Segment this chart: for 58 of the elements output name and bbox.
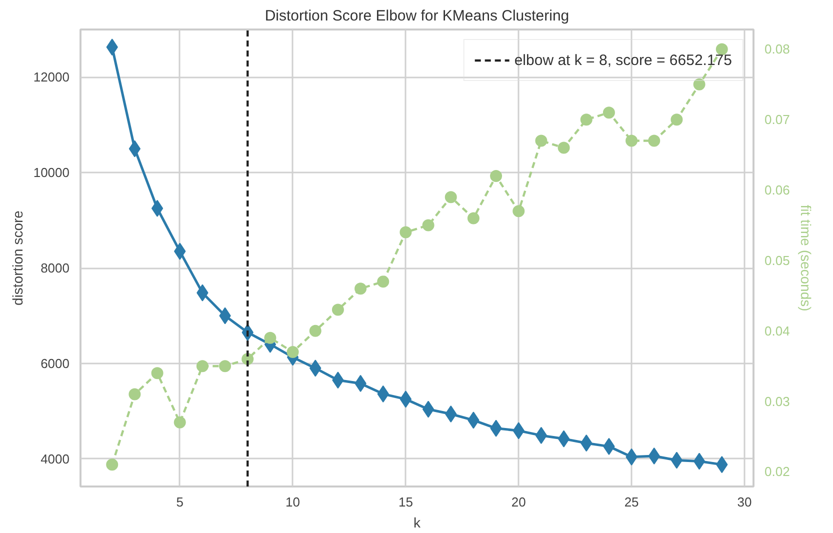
point	[535, 426, 548, 444]
point	[512, 205, 525, 218]
point	[490, 170, 502, 182]
y2-tick-label: 0.05	[764, 252, 790, 268]
point	[535, 134, 548, 147]
y2-axis-title: fit time (seconds)	[798, 204, 814, 312]
y2-tick-label: 0.04	[764, 323, 790, 338]
y-tick-label: 12000	[33, 70, 70, 85]
point	[128, 388, 141, 400]
point	[332, 304, 344, 316]
point	[151, 367, 164, 380]
y-tick-label: 6000	[40, 356, 70, 371]
point	[648, 134, 660, 147]
x-tick-label: 10	[286, 494, 300, 510]
x-tick-label: 25	[624, 494, 639, 510]
point	[716, 43, 728, 56]
point	[558, 430, 570, 448]
y2-tick-label: 0.06	[764, 182, 790, 198]
point	[602, 106, 615, 119]
y-axis-title: distortion score	[9, 210, 26, 306]
point	[670, 452, 683, 469]
chart-title: Distortion Score Elbow for KMeans Clustering	[264, 8, 570, 24]
point	[219, 360, 232, 372]
point	[377, 276, 390, 288]
point	[128, 140, 141, 158]
ref-line-label: elbow at k = 8, score = 6652.175	[514, 52, 732, 68]
point	[151, 200, 164, 217]
y-tick-label: 10000	[33, 165, 70, 180]
point	[422, 219, 434, 232]
point	[693, 78, 706, 90]
point	[264, 332, 276, 344]
x-tick-label: 5	[176, 494, 184, 510]
point	[444, 191, 457, 204]
y2-tick-label: 0.08	[764, 42, 790, 57]
y-tick-label: 8000	[40, 260, 70, 276]
x-tick-label: 30	[737, 494, 752, 510]
x-tick-label: 20	[511, 494, 526, 510]
point	[467, 212, 480, 224]
point	[309, 324, 322, 337]
point	[196, 360, 208, 372]
point	[174, 416, 186, 428]
y2-tick-label: 0.07	[764, 112, 790, 128]
point	[693, 452, 706, 470]
y2-tick-label: 0.03	[764, 394, 790, 409]
point	[580, 114, 592, 126]
x-tick-label: 15	[398, 494, 413, 510]
point	[400, 390, 412, 408]
point	[106, 458, 118, 471]
point	[558, 142, 570, 154]
y-tick-label: 4000	[40, 451, 70, 466]
point	[400, 226, 412, 238]
x-axis-title: k	[414, 514, 422, 530]
point	[670, 114, 683, 126]
point	[422, 400, 434, 418]
point	[286, 346, 299, 358]
y2-tick-label: 0.02	[764, 464, 790, 480]
point	[354, 282, 367, 295]
point	[626, 134, 638, 147]
